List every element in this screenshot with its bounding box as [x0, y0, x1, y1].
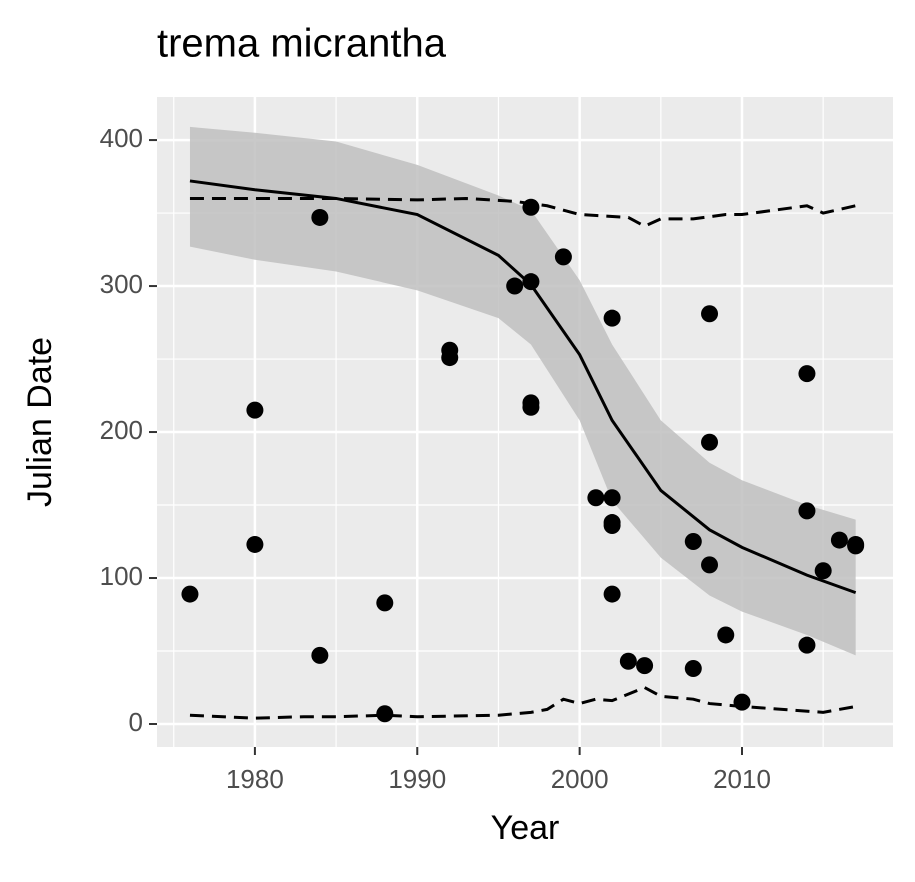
point — [311, 646, 329, 664]
point — [441, 349, 459, 367]
point — [311, 208, 329, 226]
point — [701, 556, 719, 574]
point — [847, 537, 865, 555]
point — [684, 533, 702, 551]
quantile-line — [189, 685, 856, 720]
confidence-band — [189, 126, 856, 656]
point — [522, 198, 540, 216]
point — [619, 652, 637, 670]
point — [522, 273, 540, 291]
chart-title: trema micrantha — [157, 22, 447, 66]
x-axis-title: Year — [491, 809, 560, 847]
y-tick-label: 400 — [100, 123, 143, 153]
point — [603, 516, 621, 534]
point — [522, 398, 540, 416]
point — [684, 660, 702, 678]
point — [814, 562, 832, 580]
point — [376, 594, 394, 612]
x-tick-label: 2000 — [551, 764, 609, 794]
y-tick-label: 0 — [129, 707, 143, 737]
point — [798, 636, 816, 654]
point — [506, 277, 524, 295]
quantile-line — [189, 196, 856, 228]
point — [701, 305, 719, 323]
point — [798, 365, 816, 383]
point — [636, 657, 654, 675]
point — [376, 705, 394, 723]
y-tick-label: 100 — [100, 561, 143, 591]
point — [733, 693, 751, 711]
x-tick-label: 1980 — [226, 764, 284, 794]
fit-line — [189, 179, 857, 595]
point — [830, 531, 848, 549]
y-tick-label: 200 — [100, 415, 143, 445]
point — [181, 585, 199, 603]
point — [798, 502, 816, 520]
point — [587, 489, 605, 507]
y-tick-label: 300 — [100, 269, 143, 299]
point — [717, 626, 735, 644]
point — [603, 585, 621, 603]
point — [246, 535, 264, 553]
point — [603, 309, 621, 327]
point — [554, 248, 572, 266]
point — [701, 433, 719, 451]
y-axis-title: Julian Date — [21, 337, 59, 507]
point — [603, 489, 621, 507]
x-tick-label: 1990 — [388, 764, 446, 794]
point — [246, 401, 264, 419]
x-tick-label: 2010 — [713, 764, 771, 794]
